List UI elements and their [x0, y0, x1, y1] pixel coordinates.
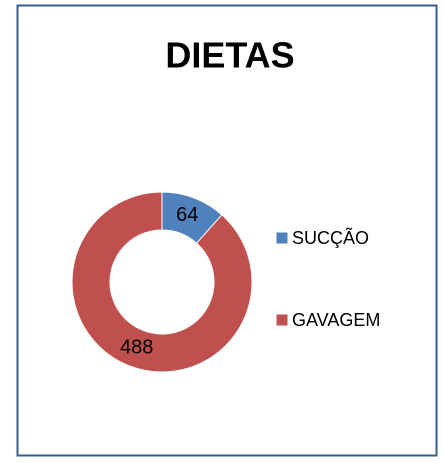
doughnut-segment — [71, 191, 253, 373]
legend-label: GAVAGEM — [292, 310, 380, 330]
legend-swatch — [275, 313, 289, 327]
chart-title: DIETAS — [165, 35, 294, 76]
legend-swatch — [275, 231, 289, 245]
data-label: 488 — [120, 337, 153, 359]
data-label: 64 — [176, 204, 198, 226]
legend-label: SUCÇÃO — [292, 227, 369, 248]
